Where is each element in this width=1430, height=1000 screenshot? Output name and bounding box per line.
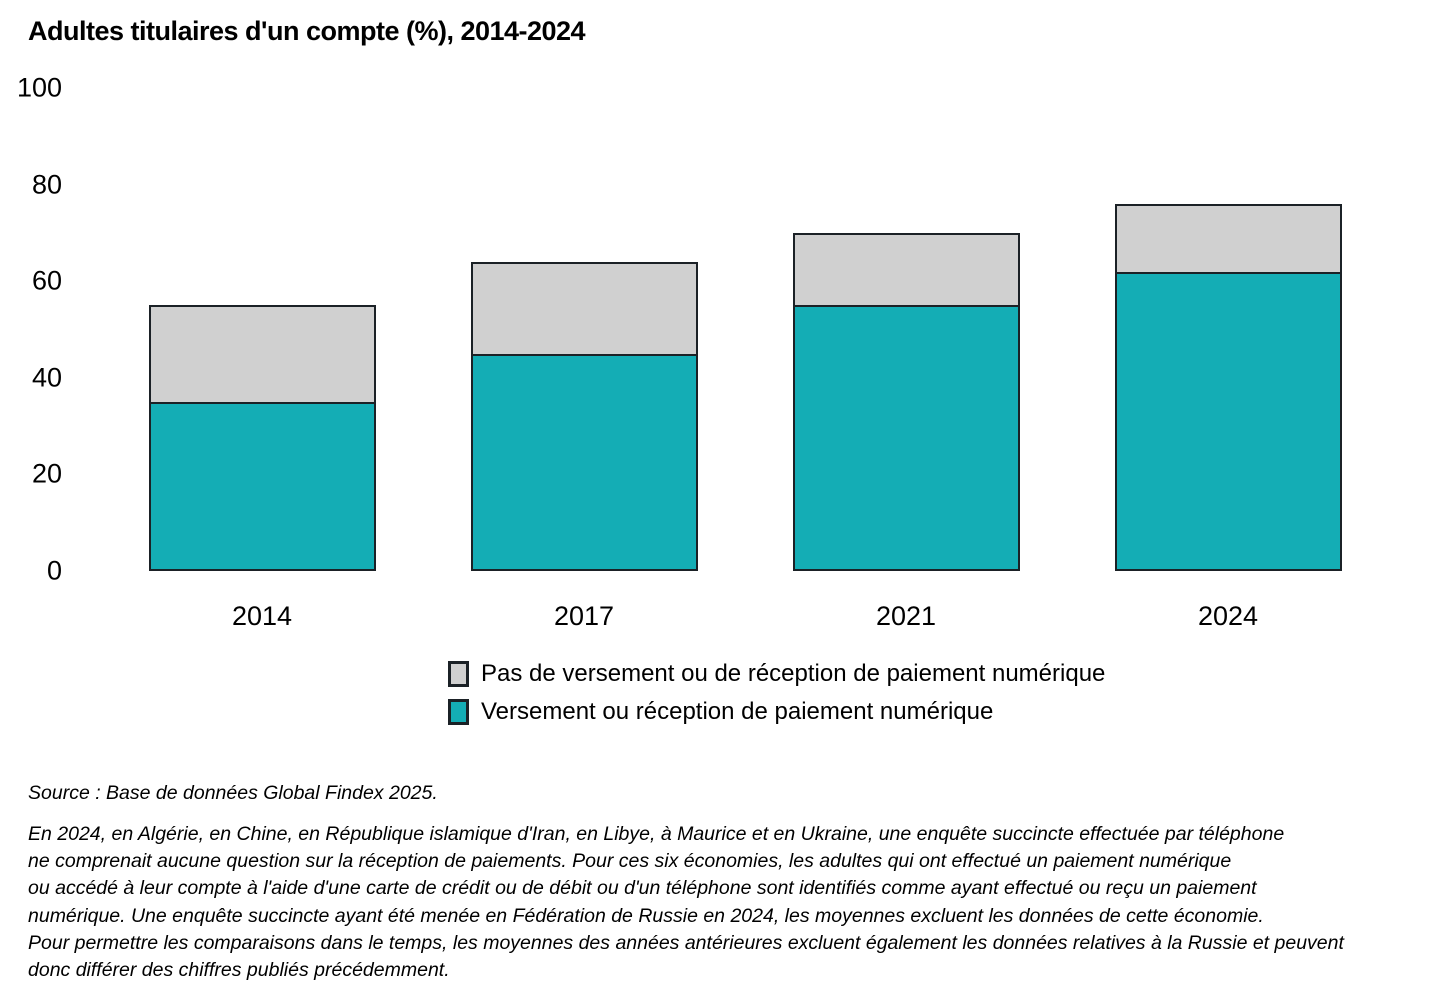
footnote: En 2024, en Algérie, en Chine, en Républ… [28,821,1344,984]
source-note: Source : Base de données Global Findex 2… [28,782,438,804]
bar-segment-digital-payment-2021 [794,307,1018,569]
legend: Pas de versement ou de réception de paie… [448,660,1105,736]
footnote-line-1: En 2024, en Algérie, en Chine, en Républ… [28,823,1285,845]
chart-title: Adultes titulaires d'un compte (%), 2014… [28,16,586,46]
bar-2024 [1114,203,1342,571]
bar-segment-no-digital-payment-2021 [794,234,1018,308]
bar-segment-no-digital-payment-2014 [150,307,374,404]
footnote-line-2: ne comprenait aucune question sur la réc… [28,850,1232,873]
footnote-line-6: donc différer des chiffres publiés précé… [28,959,450,982]
y-tick-label-60: 60 [31,265,62,296]
x-tick-label-2017: 2017 [553,601,615,631]
legend-swatch-icon [448,698,469,725]
x-tick-label-2024: 2024 [1197,601,1259,631]
bar-segment-digital-payment-2014 [150,403,374,569]
x-tick-label-2014: 2014 [231,601,293,631]
bar-segment-no-digital-payment-2017 [472,263,696,356]
y-tick-label-0: 0 [46,555,62,586]
bar-2014 [148,305,376,571]
legend-swatch-icon [448,660,469,687]
legend-item-1: Versement ou réception de paiement numér… [448,698,1105,725]
y-tick-label-100: 100 [16,72,62,103]
y-tick-label-20: 20 [31,458,62,489]
bar-segment-digital-payment-2017 [472,355,696,569]
legend-label: Pas de versement ou de réception de paie… [481,660,1106,687]
footnote-line-5: Pour permettre les comparaisons dans le … [28,931,1344,954]
y-tick-label-40: 40 [31,362,62,393]
bar-2021 [792,232,1020,571]
legend-label: Versement ou réception de paiement numér… [481,698,994,725]
footnote-line-4: numérique. Une enquête succincte ayant é… [28,904,1264,927]
footnote-line-3: ou accédé à leur compte à l'aide d'une c… [28,877,1257,900]
bar-segment-digital-payment-2024 [1116,273,1340,569]
y-tick-label-80: 80 [31,169,62,200]
bar-2017 [470,261,698,571]
legend-item-0: Pas de versement ou de réception de paie… [448,660,1105,687]
x-tick-label-2021: 2021 [875,601,937,631]
bar-segment-no-digital-payment-2024 [1116,205,1340,274]
